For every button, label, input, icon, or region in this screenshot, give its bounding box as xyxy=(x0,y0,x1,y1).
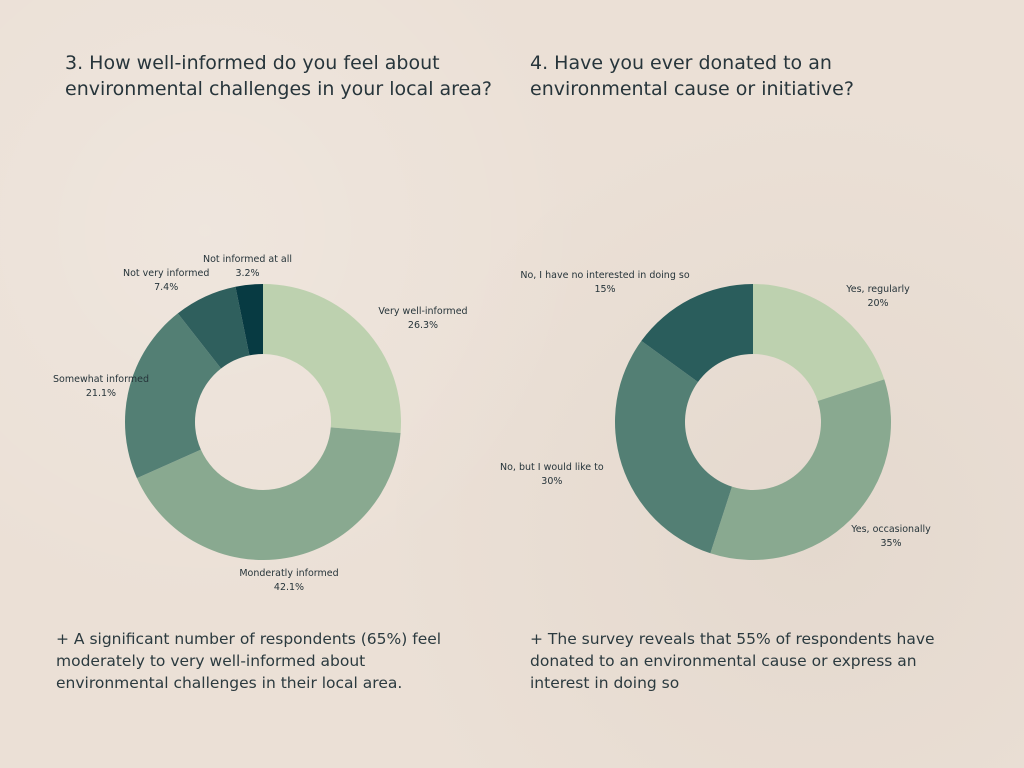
donut-chart-donated: Yes, regularly 20% Yes, occasionally 35% No,… xyxy=(500,270,931,560)
slice-value-label: 7.4% xyxy=(154,282,178,293)
donut-slice-somewhat-informed xyxy=(124,313,222,479)
slice-category-label: Yes, occasionally xyxy=(850,524,931,535)
slice-category-label: Very well-informed xyxy=(378,306,467,317)
donut-slice-not-very-informed xyxy=(177,286,250,369)
donut-slice-no-i-have-no-interested-in-doing-so xyxy=(641,284,753,383)
slice-value-label: 30% xyxy=(541,476,562,487)
slice-category-label: No, I have no interested in doing so xyxy=(520,270,689,281)
donut-slice-yes-occasionally xyxy=(710,379,891,560)
donut-slice-very-well-informed xyxy=(263,284,401,434)
slice-category-label: Not informed at all xyxy=(203,254,292,265)
donut-chart-informed: Very well-informed 26.3% Monderatly inform… xyxy=(53,254,468,593)
donut-slice-monderatly-informed xyxy=(136,427,401,560)
slice-value-label: 15% xyxy=(594,284,615,295)
slice-category-label: Not very informed xyxy=(123,268,209,279)
donut-slice-not-informed-at-all xyxy=(235,284,263,356)
slice-value-label: 35% xyxy=(880,538,901,549)
slice-value-label: 26.3% xyxy=(408,320,438,331)
insight-note-q4: + The survey reveals that 55% of respond… xyxy=(530,630,935,692)
slice-value-label: 21.1% xyxy=(86,388,116,399)
slice-value-label: 3.2% xyxy=(235,268,259,279)
insight-note-q3: + A significant number of respondents (6… xyxy=(56,630,442,692)
slice-category-label: No, but I would like to xyxy=(500,462,604,473)
donut-slice-no-but-i-would-like-to xyxy=(615,340,732,554)
slice-value-label: 20% xyxy=(867,298,888,309)
slice-value-label: 42.1% xyxy=(274,582,304,593)
slice-category-label: Yes, regularly xyxy=(845,284,910,295)
donut-slice-yes-regularly xyxy=(753,284,885,401)
question-3-title: 3. How well-informed do you feel about e… xyxy=(65,52,492,100)
question-4-title: 4. Have you ever donated to an environme… xyxy=(530,52,854,100)
slice-category-label: Somewhat informed xyxy=(53,374,149,385)
slice-category-label: Monderatly informed xyxy=(239,568,338,579)
